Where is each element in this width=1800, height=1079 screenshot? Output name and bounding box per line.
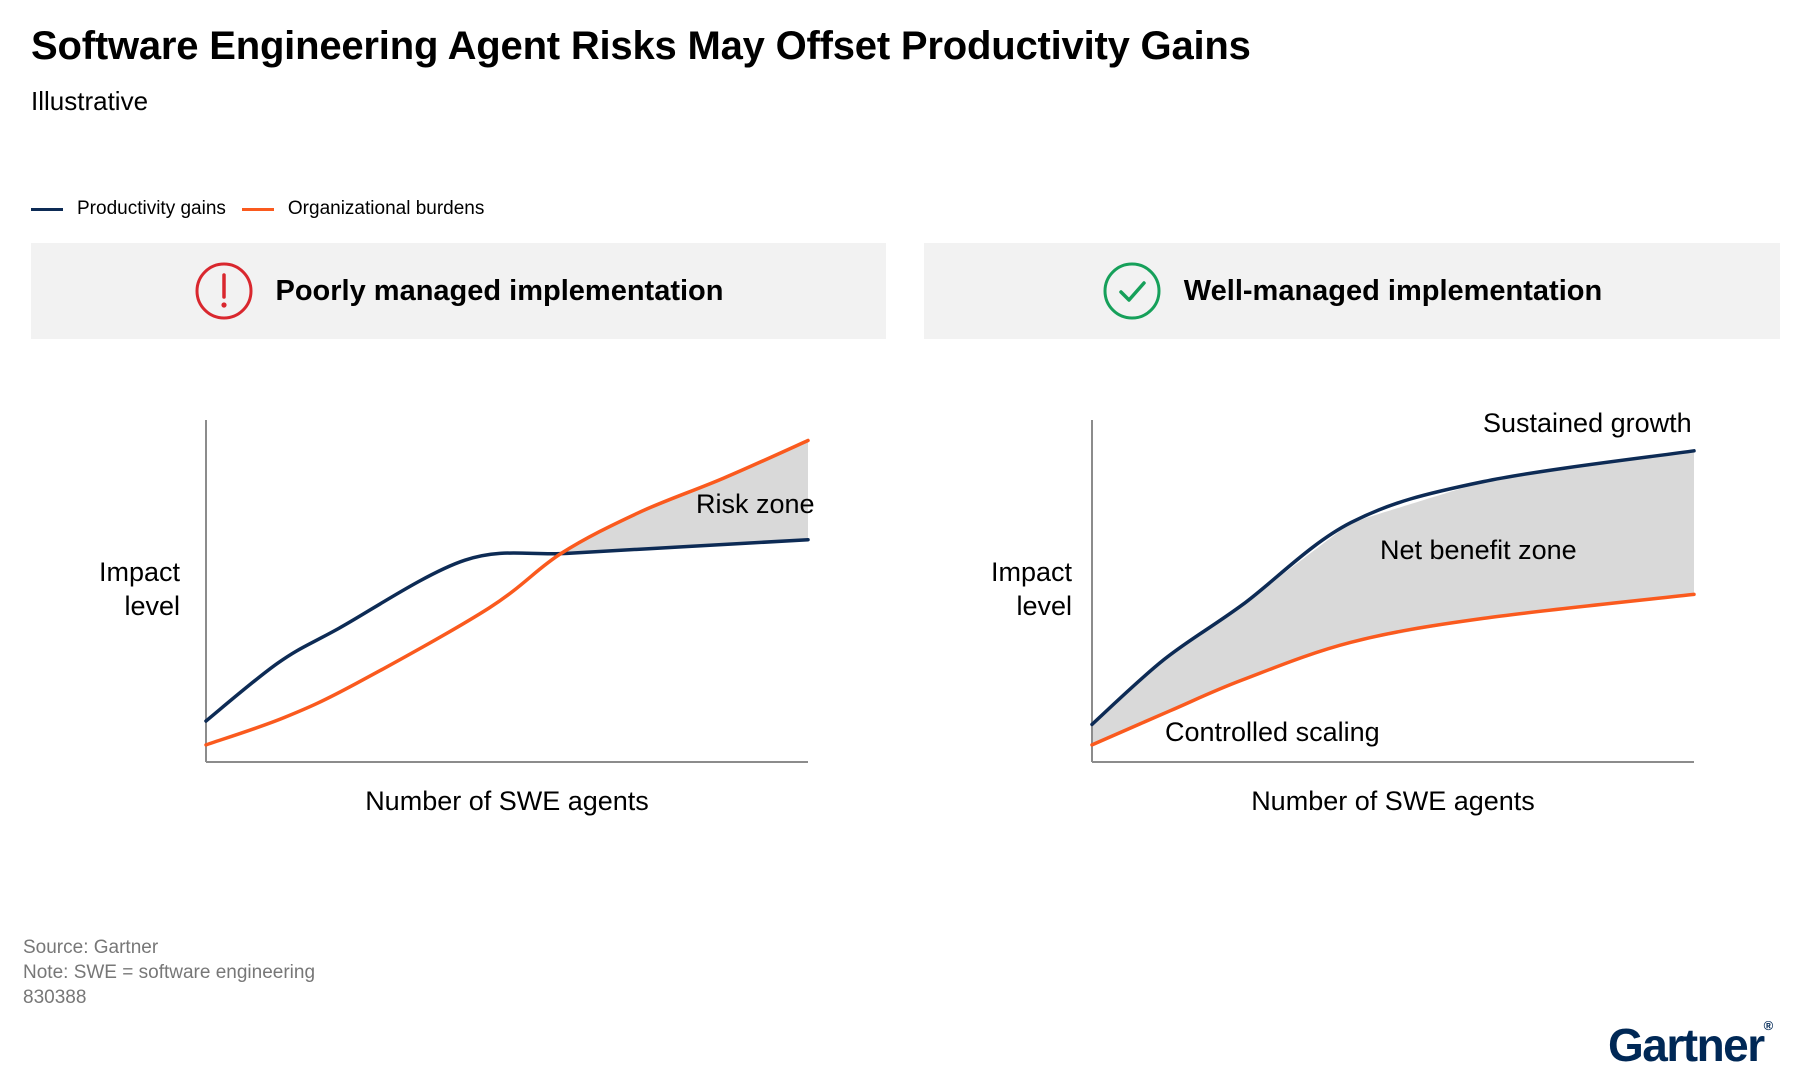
legend-item-productivity: Productivity gains: [31, 198, 226, 220]
logo-text: Gartner: [1608, 1019, 1765, 1071]
sustained-growth-label: Sustained growth: [1483, 408, 1692, 438]
exclamation-circle-icon: [194, 261, 254, 321]
panel-header-poor: Poorly managed implementation: [31, 243, 886, 339]
net-benefit-zone-label: Net benefit zone: [1380, 535, 1577, 565]
legend-item-burdens: Organizational burdens: [241, 198, 485, 220]
organizational-burdens-line: [1090, 592, 1696, 747]
panel-header-well: Well-managed implementation: [924, 243, 1780, 339]
controlled-scaling-label: Controlled scaling: [1165, 717, 1380, 747]
legend-label-productivity: Productivity gains: [77, 198, 226, 219]
page-subtitle: Illustrative: [31, 86, 149, 116]
organizational-burdens-line: [204, 438, 810, 747]
legend-label-burdens: Organizational burdens: [287, 198, 485, 219]
page-title: Software Engineering Agent Risks May Off…: [31, 24, 1251, 68]
x-axis-label-well: Number of SWE agents: [1251, 786, 1535, 816]
logo-registered-mark: ®: [1763, 1018, 1774, 1033]
chart-legend: Productivity gains Organizational burden…: [31, 198, 500, 220]
y-axis-label-well: Impact level: [990, 557, 1072, 621]
productivity-gains-line: [204, 537, 810, 723]
net-benefit-zone-area: [1092, 450, 1694, 745]
footer: Source: Gartner Note: SWE = software eng…: [23, 935, 315, 1010]
x-axis-label-poor: Number of SWE agents: [365, 786, 649, 816]
chart-poorly-managed: [204, 420, 810, 763]
chart-well-managed: [1090, 420, 1696, 763]
panel-heading-poor: Poorly managed implementation: [275, 274, 724, 307]
risk-zone-label: Risk zone: [696, 489, 815, 519]
panel-heading-well: Well-managed implementation: [1183, 274, 1603, 307]
document-id: 830388: [23, 987, 87, 1008]
y-axis-label-poor: Impact level: [98, 557, 180, 621]
source-note: Source: Gartner: [23, 937, 159, 958]
productivity-gains-line: [1090, 449, 1696, 727]
abbreviation-note: Note: SWE = software engineering: [23, 962, 316, 983]
legend-swatch-burdens: [241, 207, 274, 211]
gartner-logo: Gartner®: [1608, 1018, 1773, 1072]
legend-swatch-productivity: [31, 207, 63, 211]
check-circle-icon: [1102, 261, 1162, 321]
